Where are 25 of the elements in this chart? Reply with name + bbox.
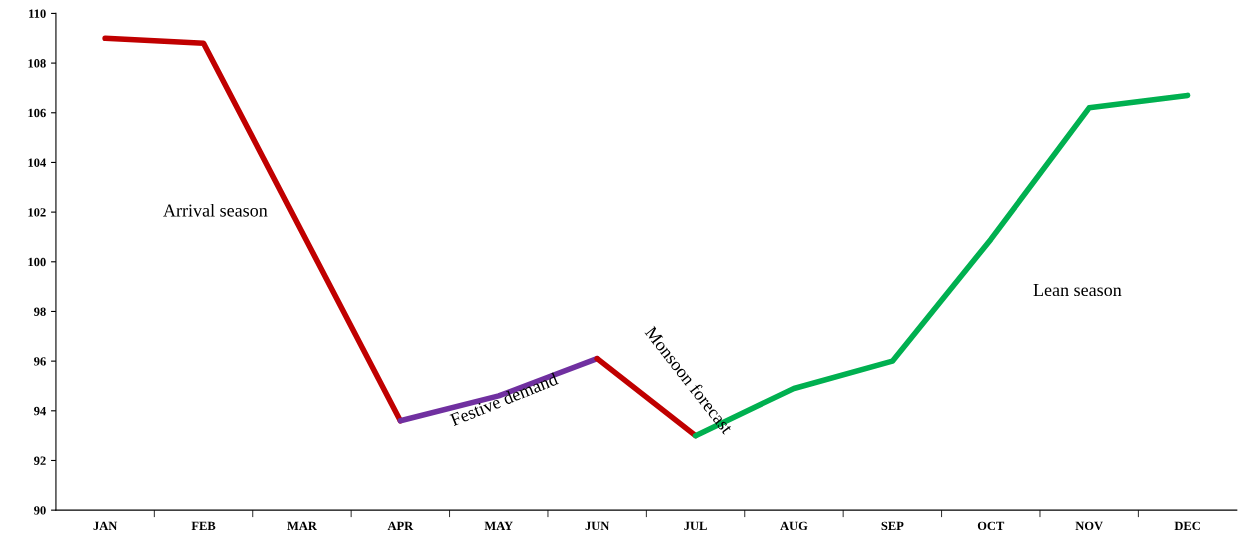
x-tick-label: SEP (881, 521, 904, 531)
x-tick-label: NOV (1075, 521, 1103, 531)
y-tick-label: 108 (28, 59, 46, 68)
y-tick-label: 104 (28, 158, 46, 167)
y-tick-label: 98 (34, 307, 46, 316)
y-tick-label: 96 (34, 357, 46, 366)
annotation: Arrival season (163, 203, 268, 217)
y-tick-label: 92 (34, 456, 46, 465)
y-tick-label: 100 (28, 257, 46, 267)
y-tick-label: 90 (34, 506, 46, 515)
x-tick-label: JUN (585, 521, 610, 531)
y-tick-label: 106 (28, 108, 46, 118)
x-tick-label: FEB (191, 521, 216, 530)
x-tick-label: OCT (977, 521, 1005, 531)
x-tick-label: MAR (287, 521, 317, 530)
x-tick-label: JAN (93, 521, 118, 531)
y-tick-label: 94 (34, 406, 46, 416)
y-tick-label: 102 (28, 208, 46, 217)
x-tick-label: MAY (484, 521, 513, 530)
x-tick-label: DEC (1174, 521, 1200, 531)
annotation: Lean season (1033, 284, 1122, 297)
x-tick-label: JUL (684, 521, 707, 531)
x-tick-label: APR (387, 521, 414, 530)
x-tick-label: AUG (780, 521, 808, 531)
y-tick-label: 110 (29, 9, 46, 18)
